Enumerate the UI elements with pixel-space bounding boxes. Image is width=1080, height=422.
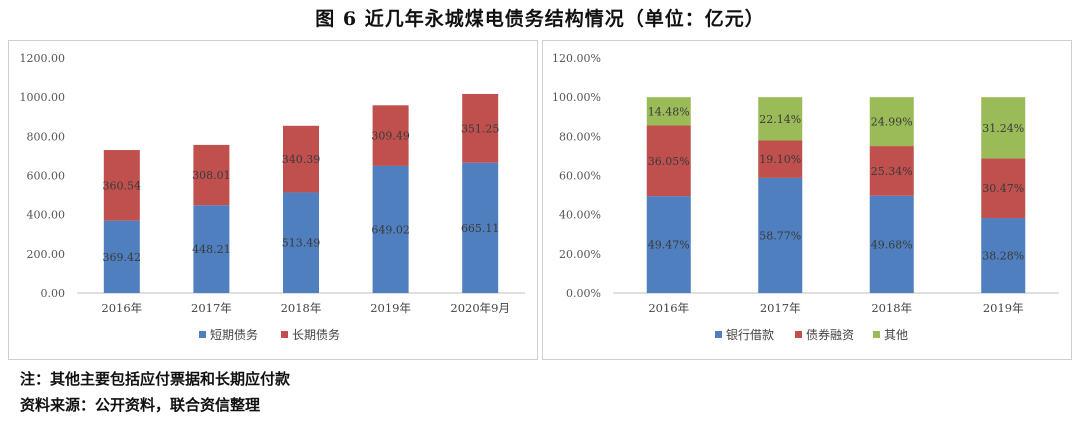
- bar-segment-其他: [758, 97, 803, 141]
- data-label: 58.77%: [759, 229, 801, 242]
- data-label: 649.02: [371, 223, 410, 236]
- source-note: 资料来源：公开资料，联合资信整理: [20, 396, 261, 414]
- y-tick-label: 1000.00: [20, 91, 66, 104]
- debt-structure-chart: 0.00% 20.00% 40.00% 60.00% 80.00% 100.00% 120.…: [552, 52, 1059, 342]
- legend-swatch-银行借款: [715, 331, 722, 338]
- data-label: 22.14%: [759, 113, 801, 126]
- data-label: 14.48%: [648, 105, 690, 118]
- y-tick-label: 200.00: [27, 248, 66, 261]
- data-label: 25.34%: [871, 165, 913, 178]
- bar-segment-债券融资: [758, 140, 803, 178]
- y-tick-label: 600.00: [27, 170, 66, 183]
- data-label: 513.49: [282, 237, 321, 250]
- data-label: 340.39: [282, 153, 321, 166]
- bar-segment-银行借款: [981, 218, 1026, 293]
- y-tick-label: 80.00%: [559, 130, 601, 143]
- figure-title: 图 6 近几年永城煤电债务结构情况（单位：亿元）: [315, 8, 765, 30]
- bar-segment-短期债务: [372, 165, 409, 293]
- bar-segment-短期债务: [283, 192, 319, 293]
- data-label: 308.01: [192, 169, 231, 182]
- data-label: 448.21: [192, 243, 231, 256]
- legend-label: 债券融资: [806, 327, 854, 342]
- y-tick-label: 800.00: [27, 130, 66, 143]
- footnote: 注：其他主要包括应付票据和长期应付款: [20, 370, 291, 388]
- data-label: 38.28%: [982, 250, 1024, 263]
- legend-label: 银行借款: [726, 328, 774, 342]
- bar-segment-银行借款: [646, 196, 691, 293]
- x-tick-label: 2016年: [648, 301, 689, 315]
- x-tick-label: 2019年: [370, 301, 411, 315]
- x-tick-label: 2018年: [281, 301, 322, 315]
- bar-segment-债券融资: [646, 125, 691, 197]
- bar-segment-长期债务: [462, 93, 499, 163]
- bar-segment-债券融资: [869, 146, 914, 196]
- legend-label: 短期债务: [210, 327, 258, 342]
- bar-segment-短期债务: [462, 162, 499, 293]
- bar-segment-长期债务: [372, 105, 409, 166]
- debt-structure-chart-panel: 0.00% 20.00% 40.00% 60.00% 80.00% 100.00% 120.…: [542, 40, 1072, 360]
- y-tick-label: 40.00%: [559, 209, 601, 222]
- y-tick-label: 0.00: [41, 287, 66, 300]
- y-tick-label: 0.00%: [566, 287, 601, 300]
- data-label: 31.24%: [982, 122, 1024, 135]
- bar-segment-其他: [869, 97, 914, 147]
- data-label: 36.05%: [648, 155, 690, 168]
- x-tick-label: 2017年: [191, 301, 232, 315]
- legend-swatch-长期债务: [281, 331, 288, 338]
- x-tick-label: 2016年: [101, 301, 142, 315]
- data-label: 665.11: [461, 222, 500, 235]
- y-tick-label: 1200.00: [20, 52, 66, 65]
- y-tick-label: 100.00%: [552, 91, 601, 104]
- legend-swatch-短期债务: [199, 331, 206, 338]
- y-tick-label: 60.00%: [559, 170, 601, 183]
- data-label: 309.49: [371, 130, 410, 143]
- bar-segment-其他: [646, 97, 691, 126]
- legend-swatch-债券融资: [795, 331, 802, 338]
- data-label: 351.25: [461, 122, 500, 135]
- legend-label: 长期债务: [292, 327, 340, 342]
- bar-segment-长期债务: [193, 144, 230, 206]
- data-label: 360.54: [103, 179, 142, 192]
- legend-label: 其他: [884, 328, 908, 342]
- x-tick-label: 2020年9月: [450, 301, 510, 315]
- x-tick-label: 2019年: [983, 301, 1024, 315]
- bar-segment-短期债务: [103, 220, 140, 293]
- bar-segment-债券融资: [981, 158, 1026, 219]
- debt-amount-chart-panel: 0.00 200.00 400.00 600.00 800.00 1000.00 1200.…: [8, 40, 538, 360]
- data-label: 49.47%: [648, 239, 690, 252]
- y-tick-label: 20.00%: [559, 248, 601, 261]
- y-tick-label: 400.00: [27, 209, 66, 222]
- data-label: 24.99%: [871, 116, 913, 129]
- legend-swatch-其他: [873, 331, 880, 338]
- data-label: 30.47%: [982, 182, 1024, 195]
- x-tick-label: 2018年: [871, 301, 912, 315]
- data-label: 369.42: [103, 251, 142, 264]
- bar-segment-长期债务: [103, 150, 140, 221]
- bar-segment-银行借款: [869, 195, 914, 293]
- x-tick-label: 2017年: [760, 301, 801, 315]
- bar-segment-长期债务: [283, 125, 319, 193]
- debt-amount-chart: 0.00 200.00 400.00 600.00 800.00 1000.00 1200.…: [20, 52, 525, 342]
- y-tick-label: 120.00%: [552, 52, 601, 65]
- data-label: 19.10%: [759, 153, 801, 166]
- bar-segment-短期债务: [193, 205, 230, 293]
- bar-segment-其他: [981, 97, 1026, 159]
- data-label: 49.68%: [871, 238, 913, 251]
- bar-segment-银行借款: [758, 177, 803, 293]
